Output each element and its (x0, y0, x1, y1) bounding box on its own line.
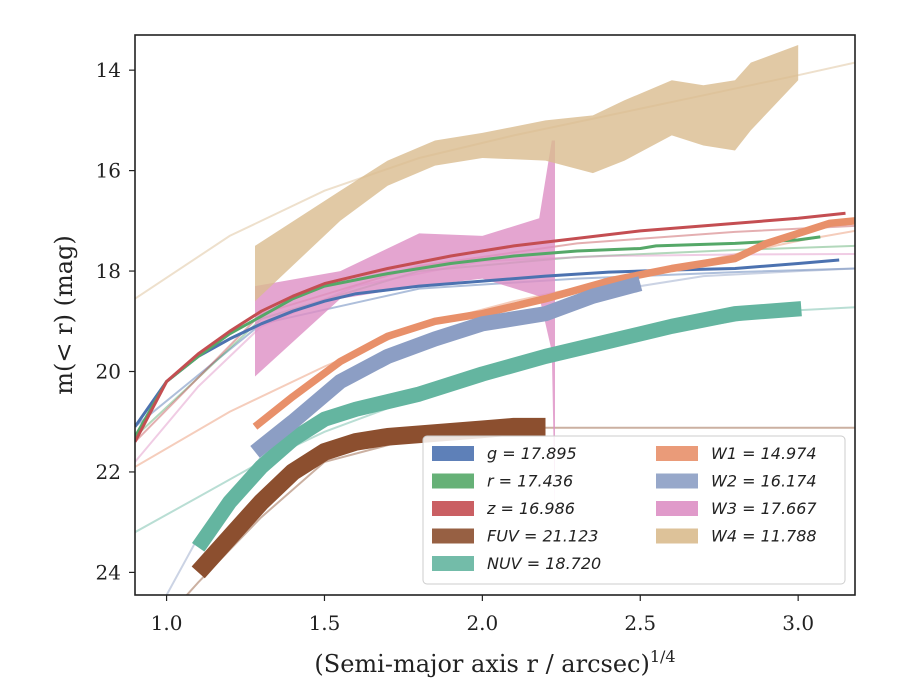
legend-swatch-g (432, 446, 474, 461)
legend-swatch-z (432, 501, 474, 516)
legend-label-g: g = 17.895 (487, 444, 577, 463)
series-line-fuv (191, 417, 546, 579)
series-line-w2 (250, 276, 643, 458)
y-tick-label: 16 (96, 159, 121, 183)
legend-swatch-w1 (656, 446, 698, 461)
series-line-z (135, 211, 846, 443)
legend-label-w2: W2 = 16.174 (711, 472, 817, 491)
x-axis: 1.0 1.5 2.0 2.5 3.0 (151, 595, 814, 635)
plot-content (135, 45, 855, 595)
legend-label-w4: W4 = 11.788 (711, 527, 817, 546)
y-axis-title: m(< r) (mag) (50, 235, 78, 394)
x-tick-label: 2.5 (624, 611, 656, 635)
legend-swatch-fuv (432, 528, 474, 544)
y-tick-label: 18 (96, 259, 121, 283)
legend-label-z: z = 16.986 (486, 499, 575, 518)
x-axis-title: (Semi-major axis r / arcsec)1/4 (314, 647, 675, 678)
legend: g = 17.895 r = 17.436 z = 16.986 FUV = 21.1… (422, 435, 846, 585)
y-tick-label: 20 (96, 360, 121, 384)
legend-swatch-w3 (656, 501, 698, 516)
x-tick-label: 1.5 (309, 611, 341, 635)
series-line-nuv (192, 301, 802, 552)
x-tick-label: 1.0 (151, 611, 183, 635)
legend-swatch-w4 (656, 528, 698, 544)
series-line-w1 (252, 217, 855, 430)
series-line-r (135, 235, 821, 438)
band-w4 (255, 45, 799, 302)
legend-swatch-w2 (656, 473, 698, 489)
y-tick-label: 24 (96, 560, 121, 584)
series-line-g (135, 258, 840, 428)
y-tick-label: 22 (96, 460, 121, 484)
legend-box (422, 435, 846, 585)
legend-label-nuv: NUV = 18.720 (487, 554, 601, 573)
legend-swatch-nuv (432, 556, 474, 571)
legend-label-w1: W1 = 14.974 (711, 444, 817, 463)
model-curve-w1 (135, 229, 855, 468)
x-tick-label: 3.0 (782, 611, 814, 635)
legend-label-fuv: FUV = 21.123 (487, 527, 598, 546)
model-curve-g (135, 267, 855, 428)
plot-frame (134, 34, 856, 596)
legend-swatch-r (432, 473, 474, 489)
y-tick-label: 14 (96, 58, 121, 82)
legend-label-w3: W3 = 17.667 (711, 499, 817, 518)
legend-label-r: r = 17.436 (487, 472, 573, 491)
y-axis: 14 16 18 20 22 24 (96, 58, 135, 584)
x-tick-label: 2.0 (466, 611, 498, 635)
